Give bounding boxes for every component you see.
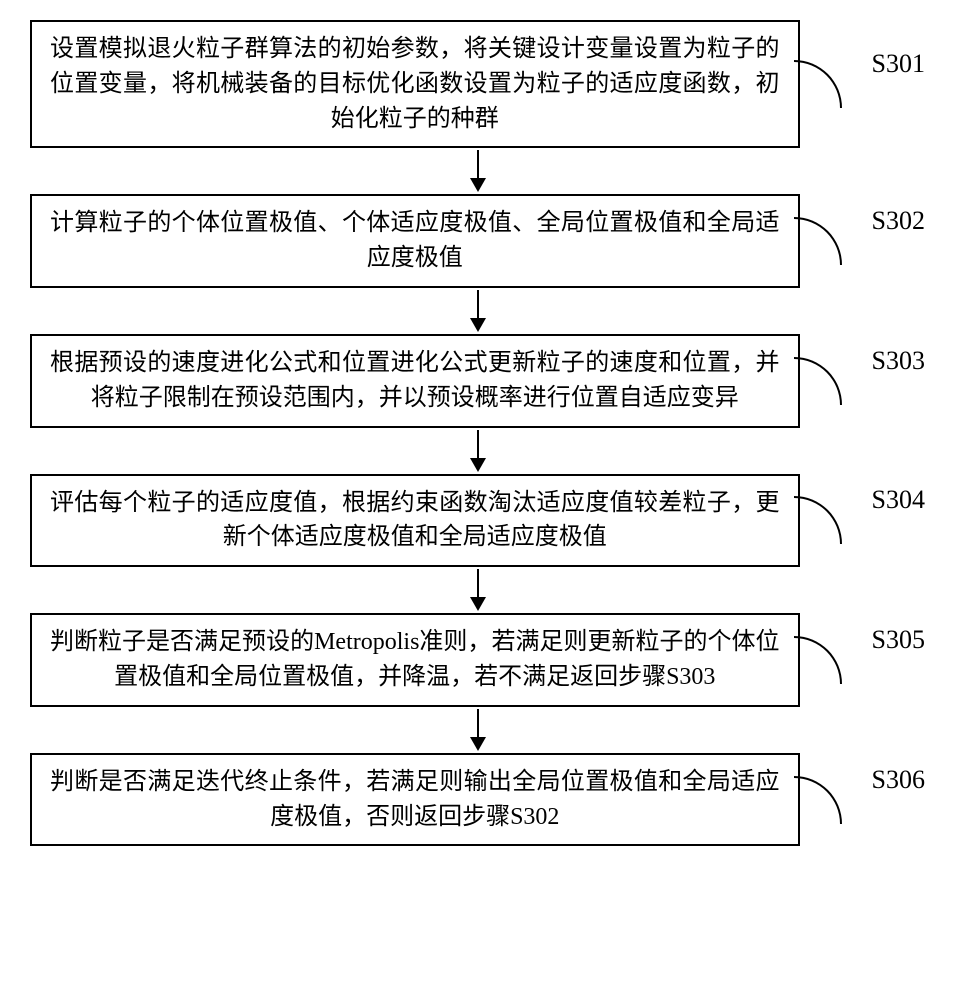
step-label: S302 xyxy=(872,206,925,236)
step-row: 评估每个粒子的适应度值，根据约束函数淘汰适应度值较差粒子，更新个体适应度极值和全… xyxy=(30,474,925,568)
arrow-down xyxy=(93,709,863,751)
arrow-down xyxy=(93,290,863,332)
connector-line xyxy=(794,636,842,684)
step-label: S305 xyxy=(872,625,925,655)
step-label: S304 xyxy=(872,485,925,515)
step-row: 计算粒子的个体位置极值、个体适应度极值、全局位置极值和全局适应度极值 S302 xyxy=(30,194,925,288)
step-box-s306: 判断是否满足迭代终止条件，若满足则输出全局位置极值和全局适应度极值，否则返回步骤… xyxy=(30,753,800,847)
step-row: 判断粒子是否满足预设的Metropolis准则，若满足则更新粒子的个体位置极值和… xyxy=(30,613,925,707)
step-row: 设置模拟退火粒子群算法的初始参数，将关键设计变量设置为粒子的位置变量，将机械装备… xyxy=(30,20,925,148)
step-row: 判断是否满足迭代终止条件，若满足则输出全局位置极值和全局适应度极值，否则返回步骤… xyxy=(30,753,925,847)
step-text: 判断是否满足迭代终止条件，若满足则输出全局位置极值和全局适应度极值，否则返回步骤… xyxy=(50,769,780,830)
arrow-down xyxy=(93,569,863,611)
step-box-s305: 判断粒子是否满足预设的Metropolis准则，若满足则更新粒子的个体位置极值和… xyxy=(30,613,800,707)
connector-line xyxy=(794,776,842,824)
step-box-s303: 根据预设的速度进化公式和位置进化公式更新粒子的速度和位置，并将粒子限制在预设范围… xyxy=(30,334,800,428)
step-text: 根据预设的速度进化公式和位置进化公式更新粒子的速度和位置，并将粒子限制在预设范围… xyxy=(50,350,780,411)
step-text: 设置模拟退火粒子群算法的初始参数，将关键设计变量设置为粒子的位置变量，将机械装备… xyxy=(50,36,780,132)
connector-line xyxy=(794,217,842,265)
step-box-s302: 计算粒子的个体位置极值、个体适应度极值、全局位置极值和全局适应度极值 xyxy=(30,194,800,288)
step-label: S306 xyxy=(872,765,925,795)
step-row: 根据预设的速度进化公式和位置进化公式更新粒子的速度和位置，并将粒子限制在预设范围… xyxy=(30,334,925,428)
step-text: 计算粒子的个体位置极值、个体适应度极值、全局位置极值和全局适应度极值 xyxy=(50,210,780,271)
step-label: S301 xyxy=(872,49,925,79)
arrow-down xyxy=(93,430,863,472)
connector-line xyxy=(794,496,842,544)
step-box-s304: 评估每个粒子的适应度值，根据约束函数淘汰适应度值较差粒子，更新个体适应度极值和全… xyxy=(30,474,800,568)
step-text: 判断粒子是否满足预设的Metropolis准则，若满足则更新粒子的个体位置极值和… xyxy=(50,629,780,690)
step-box-s301: 设置模拟退火粒子群算法的初始参数，将关键设计变量设置为粒子的位置变量，将机械装备… xyxy=(30,20,800,148)
flowchart-container: 设置模拟退火粒子群算法的初始参数，将关键设计变量设置为粒子的位置变量，将机械装备… xyxy=(30,20,925,846)
connector-line xyxy=(794,60,842,108)
arrow-down xyxy=(93,150,863,192)
step-label: S303 xyxy=(872,346,925,376)
step-text: 评估每个粒子的适应度值，根据约束函数淘汰适应度值较差粒子，更新个体适应度极值和全… xyxy=(50,490,780,551)
connector-line xyxy=(794,357,842,405)
